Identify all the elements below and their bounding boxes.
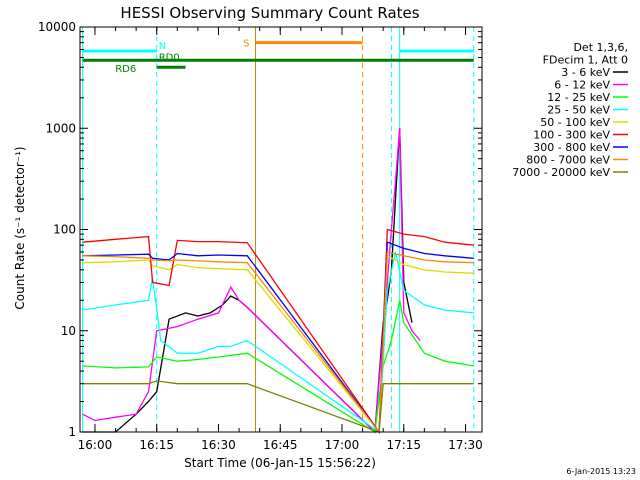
y-tick-label: 10000 [38,20,76,34]
legend-header: Det 1,3,6, [573,41,628,54]
x-tick-label: 17:15 [386,438,421,452]
legend-header: FDecim 1, Att 0 [543,54,628,67]
series-line [82,241,474,434]
series-line [82,380,474,433]
segment-label: N [159,41,166,52]
legend-label: 7000 - 20000 keV [512,166,610,179]
legend-label: 50 - 100 keV [540,116,610,129]
axes: 16:00 16:15 16:30 16:45 17:00 17:15 17:30 1 10 10… [38,20,483,452]
legend-label: 25 - 50 keV [547,104,610,117]
y-tick-label: 10 [61,324,76,338]
timestamp: 6-Jan-2015 13:23 [566,467,636,476]
series-line [82,251,474,434]
legend-label: 12 - 25 keV [547,91,610,104]
y-tick-label: 100 [53,223,76,237]
series-line [82,128,413,434]
legend-label: 100 - 300 keV [533,129,610,142]
legend-label: 3 - 6 keV [561,66,610,79]
plot-area: N S RD0 RD6 [82,27,475,434]
legend-label: 300 - 800 keV [533,141,610,154]
legend-label: 800 - 7000 keV [526,154,610,167]
series-line [82,254,474,434]
segment-label: S [243,39,249,50]
series-line [82,128,421,434]
y-axis-label: Count Rate (s⁻¹ detector⁻¹) [13,146,27,309]
y-tick-label: 1 [68,425,76,439]
segment-label: RD6 [115,64,136,75]
series-line [82,228,474,434]
legend-label: 6 - 12 keV [554,79,610,92]
segment-label: RD0 [159,52,180,63]
plot-frame [79,26,483,433]
x-tick-label: 16:00 [78,438,113,452]
x-axis-label: Start Time (06-Jan-15 15:56:22) [184,456,376,470]
x-tick-label: 16:15 [139,438,174,452]
x-tick-label: 17:00 [325,438,360,452]
x-tick-label: 17:30 [448,438,483,452]
series-line [82,251,474,434]
x-tick-label: 16:30 [201,438,236,452]
chart-title: HESSI Observing Summary Count Rates [120,4,419,22]
series-line [82,300,474,434]
y-tick-label: 1000 [45,121,76,135]
x-tick-label: 16:45 [263,438,298,452]
